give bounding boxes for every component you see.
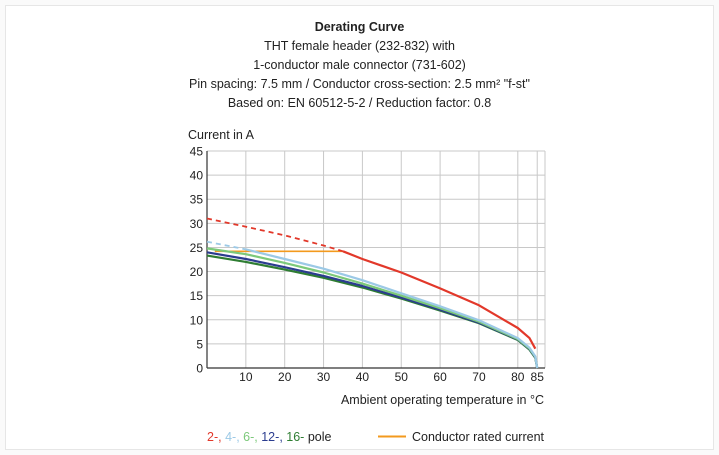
x-tick-label: 60 — [433, 370, 447, 384]
legend: 2-, 4-, 6-, 12-, 16- pole Conductor rated… — [207, 430, 545, 444]
chart-title: Derating Curve — [314, 20, 405, 34]
legend-pole-part: , — [254, 430, 261, 444]
y-tick-label: 20 — [190, 265, 204, 279]
y-tick-label: 10 — [190, 313, 204, 327]
y-tick-label: 35 — [190, 193, 204, 207]
y-tick-label: 5 — [196, 337, 203, 351]
series-4-pole-line — [245, 248, 539, 369]
series-lines — [206, 217, 539, 369]
y-tick-label: 0 — [196, 362, 203, 376]
legend-pole-part: 16- — [286, 430, 304, 444]
legend-pole-part: , — [279, 430, 286, 444]
y-tick-label: 45 — [190, 145, 204, 159]
y-tick-label: 15 — [190, 289, 204, 303]
legend-pole-part: , — [218, 430, 225, 444]
chart-subtitle-line-3: Pin spacing: 7.5 mm / Conductor cross-se… — [189, 77, 530, 91]
chart-subtitle-line-4: Based on: EN 60512-5-2 / Reduction facto… — [227, 96, 492, 110]
x-tick-label: 40 — [356, 370, 370, 384]
chart-frame — [5, 5, 714, 450]
x-tick-label: 70 — [472, 370, 486, 384]
y-axis-label: Current in A — [188, 128, 255, 142]
x-tick-label: 30 — [317, 370, 331, 384]
x-tick-label: 85 — [531, 370, 545, 384]
x-axis-label: Ambient operating temperature in °C — [341, 393, 544, 407]
series-4-pole-dashed — [206, 240, 247, 251]
series-2-pole-line — [342, 250, 537, 350]
x-tick-label: 20 — [278, 370, 292, 384]
legend-pole-part: 2- — [207, 430, 218, 444]
x-tick-label: 10 — [239, 370, 253, 384]
grid — [207, 150, 546, 368]
series-2-pole-dashed — [206, 217, 344, 253]
series-16-pole-line — [206, 254, 539, 369]
legend-pole-part: 12- — [261, 430, 279, 444]
x-tick-label: 80 — [511, 370, 525, 384]
y-tick-label: 40 — [190, 169, 204, 183]
legend-pole-part: 6- — [243, 430, 254, 444]
y-tick-label: 30 — [190, 217, 204, 231]
chart-subtitle-line-1: THT female header (232-832) with — [264, 39, 455, 53]
legend-pole-part: pole — [304, 430, 331, 444]
axes: 0 5 10 15 20 25 30 35 40 45 10 20 30 40 50 60 70 80 85 — [190, 145, 545, 384]
legend-pole-entries: 2-, 4-, 6-, 12-, 16- pole — [207, 430, 331, 444]
y-tick-label: 25 — [190, 241, 204, 255]
x-tick-label: 50 — [395, 370, 409, 384]
legend-rated-label: Conductor rated current — [412, 430, 545, 444]
series-6-pole-line — [206, 247, 539, 369]
legend-pole-part: 4- — [225, 430, 236, 444]
legend-pole-part: , — [236, 430, 243, 444]
chart-subtitle-line-2: 1-conductor male connector (731-602) — [253, 58, 466, 72]
